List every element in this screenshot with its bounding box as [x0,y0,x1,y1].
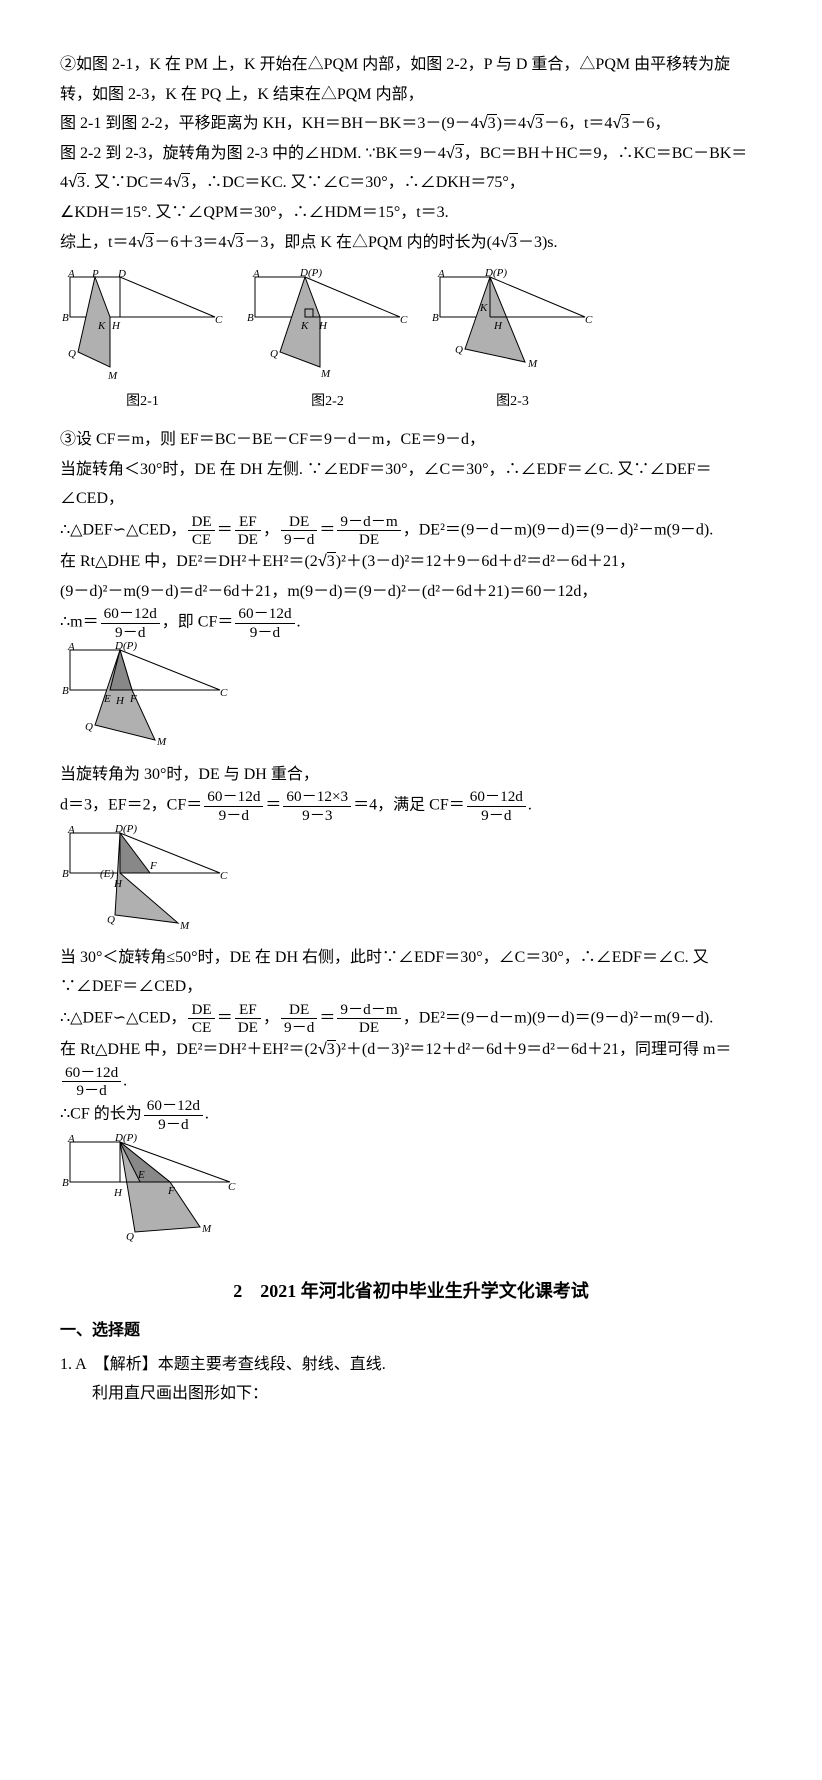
svg-text:H: H [318,320,328,332]
figure-small-1: A D(P) B E H F C Q M [60,640,762,760]
svg-text:A: A [67,824,75,836]
svg-text:A: A [67,268,75,280]
figure-row-1: A P D B K H C Q M 图2-1 A D(P) B K H C Q … [60,267,762,415]
svg-text:Q: Q [107,914,115,926]
svg-text:H: H [113,1187,123,1199]
svg-text:E: E [103,693,111,705]
svg-text:M: M [179,920,190,932]
para-5: ∠KDH＝15°. 又∵∠QPM＝30°，∴∠HDM＝15°，t＝3. [60,198,762,228]
svg-text:B: B [62,685,69,697]
answer-1b: 利用直尺画出图形如下： [60,1379,762,1409]
figure-2-1: A P D B K H C Q M 图2-1 [60,267,225,415]
section-1-heading: 一、选择题 [60,1316,762,1346]
answer-1: 1. A 【解析】本题主要考查线段、射线、直线. [60,1350,762,1380]
svg-text:H: H [493,320,503,332]
svg-text:H: H [113,878,123,890]
para-11: (9－d)²－m(9－d)＝d²－6d＋21，m(9－d)＝(9－d)²－(d²… [60,577,762,607]
para-15: 当 30°＜旋转角≤50°时，DE 在 DH 右侧，此时∵∠EDF＝30°，∠C… [60,943,762,1002]
svg-text:M: M [201,1223,212,1235]
para-9: ∴△DEF∽△CED，DECE＝EFDE，DE9－d＝9－d－mDE，DE²＝(… [60,514,762,547]
svg-text:D: D [117,268,126,280]
svg-text:K: K [97,320,106,332]
svg-text:B: B [62,1177,69,1189]
svg-text:C: C [215,314,223,326]
svg-text:B: B [247,312,254,324]
svg-text:B: B [432,312,439,324]
fig-caption-2-3: 图2-3 [496,389,529,415]
svg-text:D(P): D(P) [114,1132,137,1144]
svg-text:K: K [479,302,488,314]
svg-text:Q: Q [270,348,278,360]
svg-text:C: C [228,1181,236,1193]
diagram-small-2: A D(P) B (E) H F C Q M [60,823,230,943]
diagram-2-3: A D(P) B K H C Q M [430,267,595,387]
fig-caption-2-1: 图2-1 [126,389,159,415]
svg-text:D(P): D(P) [114,823,137,835]
svg-text:B: B [62,868,69,880]
svg-text:A: A [67,641,75,653]
svg-text:Q: Q [68,348,76,360]
para-14: d＝3，EF＝2，CF＝60－12d9－d＝60－12×39－3＝4，满足 CF… [60,789,762,822]
svg-text:D(P): D(P) [484,267,507,279]
svg-text:F: F [149,860,157,872]
para-2: ②如图 2-1，K 在 PM 上，K 开始在△PQM 内部，如图 2-2，P 与… [60,50,762,109]
svg-text:F: F [167,1185,175,1197]
svg-text:C: C [220,870,228,882]
svg-text:M: M [527,358,538,370]
para-6: 综上，t＝4√3－6＋3＝4√3－3，即点 K 在△PQM 内的时长为(4√3－… [60,228,762,258]
svg-text:M: M [156,736,167,748]
svg-text:H: H [111,320,121,332]
svg-text:A: A [252,268,260,280]
diagram-small-3: A D(P) B H E F C Q M [60,1132,240,1257]
fig-caption-2-2: 图2-2 [311,389,344,415]
svg-text:A: A [437,268,445,280]
para-13: 当旋转角为 30°时，DE 与 DH 重合， [60,760,762,790]
para-8: 当旋转角＜30°时，DE 在 DH 左侧. ∵∠EDF＝30°，∠C＝30°，∴… [60,455,762,514]
svg-text:H: H [115,695,125,707]
exam-title: 2 2021 年河北省初中毕业生升学文化课考试 [60,1275,762,1308]
svg-text:C: C [220,687,228,699]
para-3: 图 2-1 到图 2-2，平移距离为 KH，KH＝BH－BK＝3－(9－4√3)… [60,109,762,139]
svg-text:K: K [300,320,309,332]
svg-text:D(P): D(P) [114,640,137,652]
svg-text:Q: Q [126,1231,134,1243]
para-7: ③设 CF＝m，则 EF＝BC－BE－CF＝9－d－m，CE＝9－d， [60,425,762,455]
svg-text:M: M [320,368,331,380]
figure-2-2: A D(P) B K H C Q M 图2-2 [245,267,410,415]
svg-text:C: C [400,314,408,326]
svg-text:M: M [107,370,118,382]
svg-text:P: P [91,268,99,280]
svg-text:C: C [585,314,593,326]
diagram-2-1: A P D B K H C Q M [60,267,225,387]
svg-text:F: F [129,693,137,705]
svg-text:Q: Q [455,344,463,356]
para-16: ∴△DEF∽△CED，DECE＝EFDE，DE9－d＝9－d－mDE，DE²＝(… [60,1002,762,1035]
svg-text:Q: Q [85,721,93,733]
para-4: 图 2-2 到 2-3，旋转角为图 2-3 中的∠HDM. ∵BK＝9－4√3，… [60,139,762,198]
para-12: ∴m＝60－12d9－d，即 CF＝60－12d9－d. [60,606,762,639]
figure-small-2: A D(P) B (E) H F C Q M [60,823,762,943]
svg-text:B: B [62,312,69,324]
diagram-small-1: A D(P) B E H F C Q M [60,640,230,760]
svg-text:A: A [67,1133,75,1145]
diagram-2-2: A D(P) B K H C Q M [245,267,410,387]
figure-2-3: A D(P) B K H C Q M 图2-3 [430,267,595,415]
para-17: 在 Rt△DHE 中，DE²＝DH²＋EH²＝(2√3)²＋(d－3)²＝12＋… [60,1035,762,1098]
figure-small-3: A D(P) B H E F C Q M [60,1132,762,1257]
svg-text:D(P): D(P) [299,267,322,279]
svg-text:(E): (E) [100,868,114,880]
para-10: 在 Rt△DHE 中，DE²＝DH²＋EH²＝(2√3)²＋(3－d)²＝12＋… [60,547,762,577]
svg-text:E: E [137,1169,145,1181]
para-18: ∴CF 的长为60－12d9－d. [60,1098,762,1131]
